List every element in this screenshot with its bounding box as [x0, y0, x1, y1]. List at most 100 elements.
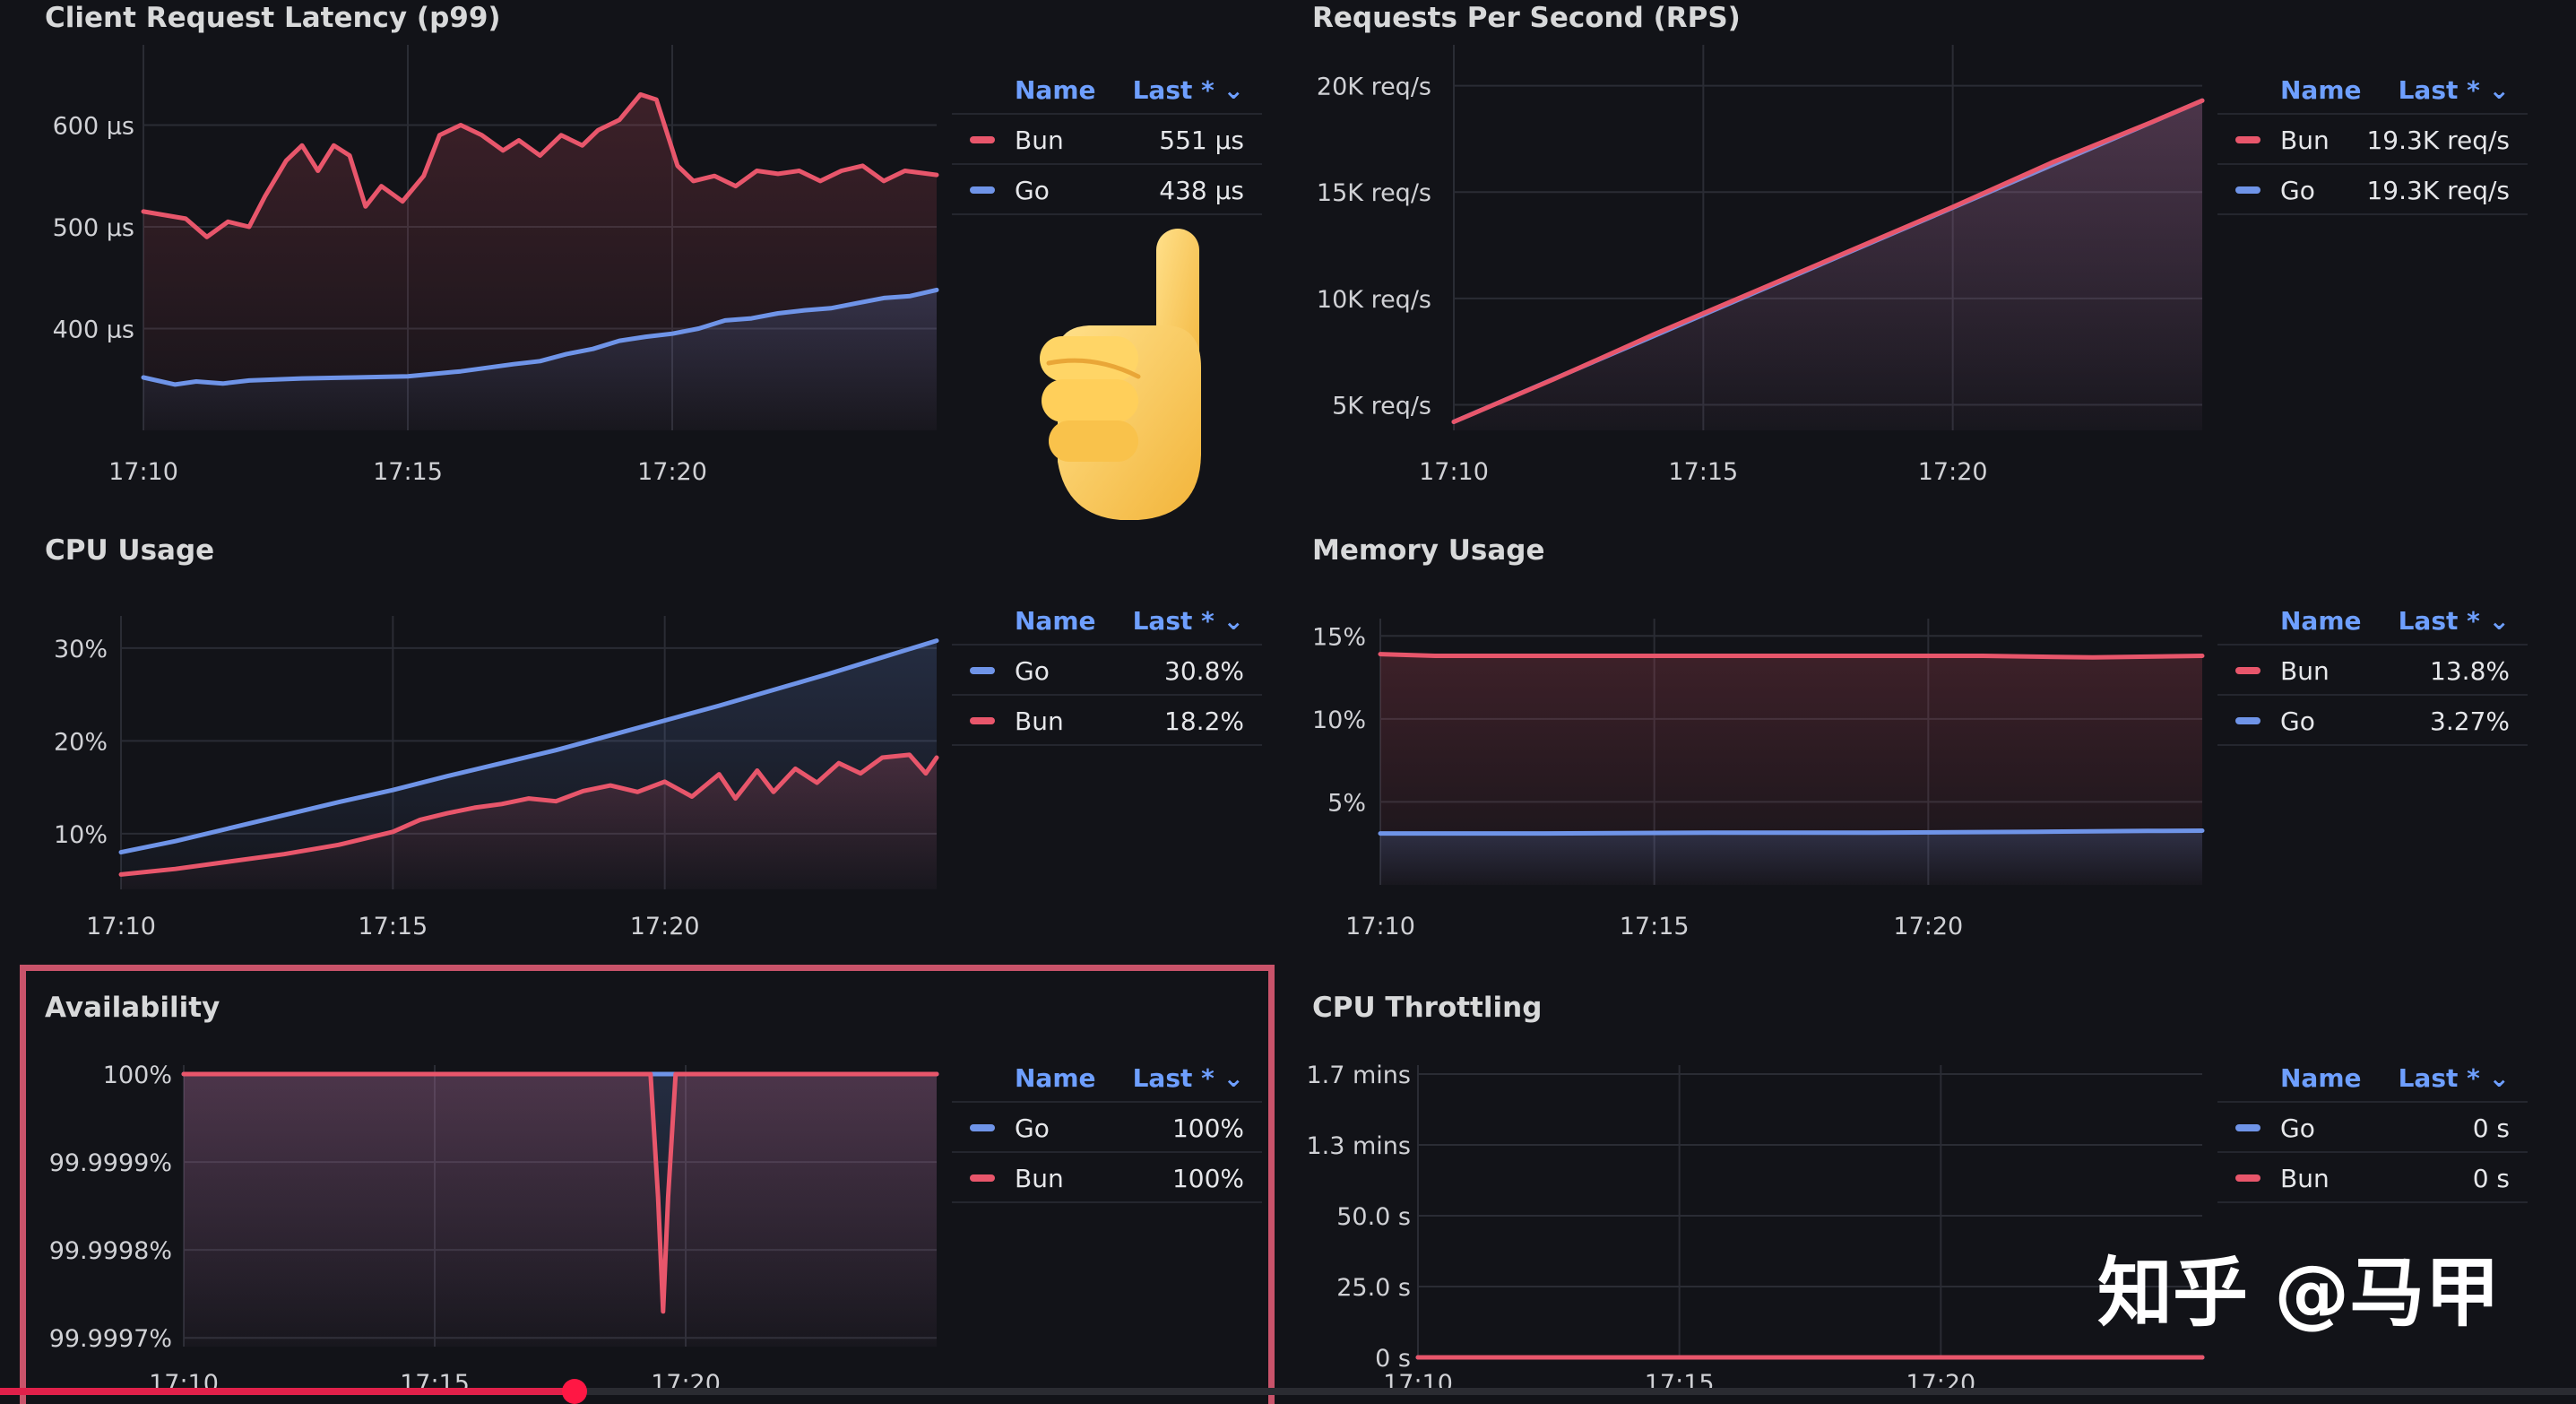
- series-line-bun: [181, 1071, 939, 1314]
- series-color-swatch: [2235, 1124, 2260, 1131]
- y-tick-label: 99.9999%: [49, 1149, 172, 1177]
- legend-last-header[interactable]: Last * ⌄: [2398, 606, 2510, 636]
- cpu-usage-chart[interactable]: 30% 20% 10% 17:10 17:15 17:20: [0, 531, 1273, 979]
- series-line-go: [1378, 828, 2205, 836]
- rps-panel[interactable]: Requests Per Second (RPS) 20K req/s 15K r…: [1266, 0, 2556, 529]
- y-tick-label: 5K req/s: [1332, 393, 1431, 420]
- legend-last-header[interactable]: Last * ⌄: [1132, 606, 1244, 636]
- x-tick-label: 17:20: [1893, 913, 1963, 940]
- legend-series-name: Go: [2280, 176, 2315, 205]
- y-tick-label: 99.9998%: [49, 1237, 172, 1265]
- legend-series-name: Bun: [1015, 126, 1064, 155]
- legend-name-header[interactable]: Name: [2280, 606, 2362, 636]
- series-line-go: [141, 287, 939, 387]
- legend-series-value: 438 µs: [1159, 176, 1244, 205]
- legend-last-header[interactable]: Last * ⌄: [2398, 75, 2510, 105]
- x-tick-label: 17:10: [86, 913, 156, 940]
- y-tick-label: 400 µs: [53, 316, 134, 343]
- legend-row-go[interactable]: Go 3.27%: [2217, 694, 2528, 746]
- series-line-go: [118, 638, 939, 855]
- x-tick-label: 17:20: [1918, 458, 1988, 486]
- legend-series-name: Go: [2280, 706, 2315, 736]
- series-color-swatch: [970, 1174, 995, 1182]
- availability-legend: Name Last * ⌄ Go 100% Bun 100%: [952, 1053, 1262, 1203]
- series-area-bun: [1454, 100, 2202, 430]
- x-tick-label: 17:10: [108, 458, 178, 486]
- legend-row-bun[interactable]: Bun 13.8%: [2217, 644, 2528, 694]
- legend-name-header[interactable]: Name: [1015, 606, 1096, 636]
- series-area-bun: [184, 1074, 937, 1347]
- series-color-swatch: [970, 1124, 995, 1131]
- y-tick-label: 0 s: [1375, 1345, 1411, 1373]
- legend-header: Name Last * ⌄: [2217, 1053, 2528, 1101]
- series-color-swatch: [2235, 1174, 2260, 1182]
- legend-row-go[interactable]: Go 0 s: [2217, 1101, 2528, 1151]
- latency-chart[interactable]: 600 µs 500 µs 400 µs 17:10 17:15 17:20: [0, 0, 1273, 529]
- x-tick-label: 17:20: [637, 458, 707, 486]
- legend-series-value: 13.8%: [2430, 656, 2510, 686]
- legend-series-name: Go: [1015, 176, 1050, 205]
- chevron-down-icon: ⌄: [2488, 75, 2510, 105]
- chevron-down-icon: ⌄: [1223, 1063, 1244, 1093]
- y-tick-label: 500 µs: [53, 214, 134, 242]
- x-tick-label: 17:10: [1345, 913, 1415, 940]
- chevron-down-icon: ⌄: [1223, 75, 1244, 105]
- legend-row-go[interactable]: Go 100%: [952, 1101, 1262, 1151]
- series-color-swatch: [2235, 136, 2260, 143]
- availability-panel[interactable]: Availability 100% 99.9999% 99.9998% 99.9997…: [0, 988, 1273, 1395]
- video-progress-bar[interactable]: [0, 1379, 2576, 1404]
- x-tick-label: 17:10: [1419, 458, 1489, 486]
- y-tick-label: 50.0 s: [1336, 1203, 1411, 1231]
- memory-usage-chart[interactable]: 15% 10% 5% 17:10 17:15 17:20: [1266, 531, 2556, 979]
- x-tick-label: 17:20: [630, 913, 700, 940]
- cpu-usage-panel[interactable]: CPU Usage 30% 20% 10% 17:10 17:15 17:20 Name …: [0, 531, 1273, 979]
- legend-series-name: Go: [1015, 656, 1050, 686]
- legend-series-name: Bun: [2280, 126, 2330, 155]
- legend-row-bun[interactable]: Bun 19.3K req/s: [2217, 113, 2528, 163]
- latency-legend: Name Last * ⌄ Bun 551 µs Go 438 µs: [952, 65, 1262, 215]
- legend-name-header[interactable]: Name: [1015, 1063, 1096, 1093]
- legend-name-header[interactable]: Name: [2280, 1063, 2362, 1093]
- legend-series-name: Bun: [1015, 1164, 1064, 1193]
- legend-last-header[interactable]: Last * ⌄: [2398, 1063, 2510, 1093]
- legend-row-bun[interactable]: Bun 100%: [952, 1151, 1262, 1203]
- legend-row-go[interactable]: Go 30.8%: [952, 644, 1262, 694]
- series-color-swatch: [2235, 186, 2260, 194]
- y-tick-label: 10%: [54, 821, 108, 849]
- y-tick-label: 30%: [54, 636, 108, 663]
- panel-title: CPU Throttling: [1312, 992, 1543, 1024]
- legend-series-value: 18.2%: [1164, 706, 1244, 736]
- legend-series-value: 100%: [1171, 1164, 1244, 1193]
- legend-header: Name Last * ⌄: [952, 1053, 1262, 1101]
- series-color-swatch: [970, 717, 995, 724]
- legend-series-name: Bun: [2280, 656, 2330, 686]
- series-color-swatch: [970, 136, 995, 143]
- y-tick-label: 20K req/s: [1317, 74, 1431, 101]
- legend-row-bun[interactable]: Bun 0 s: [2217, 1151, 2528, 1203]
- legend-series-value: 551 µs: [1159, 126, 1244, 155]
- legend-row-go[interactable]: Go 19.3K req/s: [2217, 163, 2528, 215]
- legend-series-value: 3.27%: [2430, 706, 2510, 736]
- memory-usage-panel[interactable]: Memory Usage 15% 10% 5% 17:10 17:15 17:20 Nam…: [1266, 531, 2556, 979]
- series-line-bun: [141, 91, 939, 239]
- legend-last-header[interactable]: Last * ⌄: [1132, 75, 1244, 105]
- series-line-bun: [1378, 652, 2205, 660]
- legend-name-header[interactable]: Name: [2280, 75, 2362, 105]
- legend-row-bun[interactable]: Bun 18.2%: [952, 694, 1262, 746]
- y-tick-label: 99.9997%: [49, 1325, 172, 1353]
- series-color-swatch: [2235, 667, 2260, 674]
- legend-name-header[interactable]: Name: [1015, 75, 1096, 105]
- series-area-bun: [121, 754, 937, 889]
- legend-header: Name Last * ⌄: [952, 65, 1262, 113]
- legend-last-header[interactable]: Last * ⌄: [1132, 1063, 1244, 1093]
- cpu-throttling-panel[interactable]: CPU Throttling 1.7 mins 1.3 mins 50.0 s 25.…: [1266, 988, 2556, 1395]
- series-area-bun: [1380, 654, 2202, 885]
- series-area-go: [1380, 830, 2202, 885]
- video-progress-handle[interactable]: [561, 1379, 587, 1404]
- legend-row-go[interactable]: Go 438 µs: [952, 163, 1262, 215]
- latency-panel[interactable]: Client Request Latency (p99) 600 µs 500 µ…: [0, 0, 1273, 529]
- rps-chart[interactable]: 20K req/s 15K req/s 10K req/s 5K req/s 17:10…: [1266, 0, 2556, 529]
- legend-row-bun[interactable]: Bun 551 µs: [952, 113, 1262, 163]
- chevron-down-icon: ⌄: [2488, 606, 2510, 636]
